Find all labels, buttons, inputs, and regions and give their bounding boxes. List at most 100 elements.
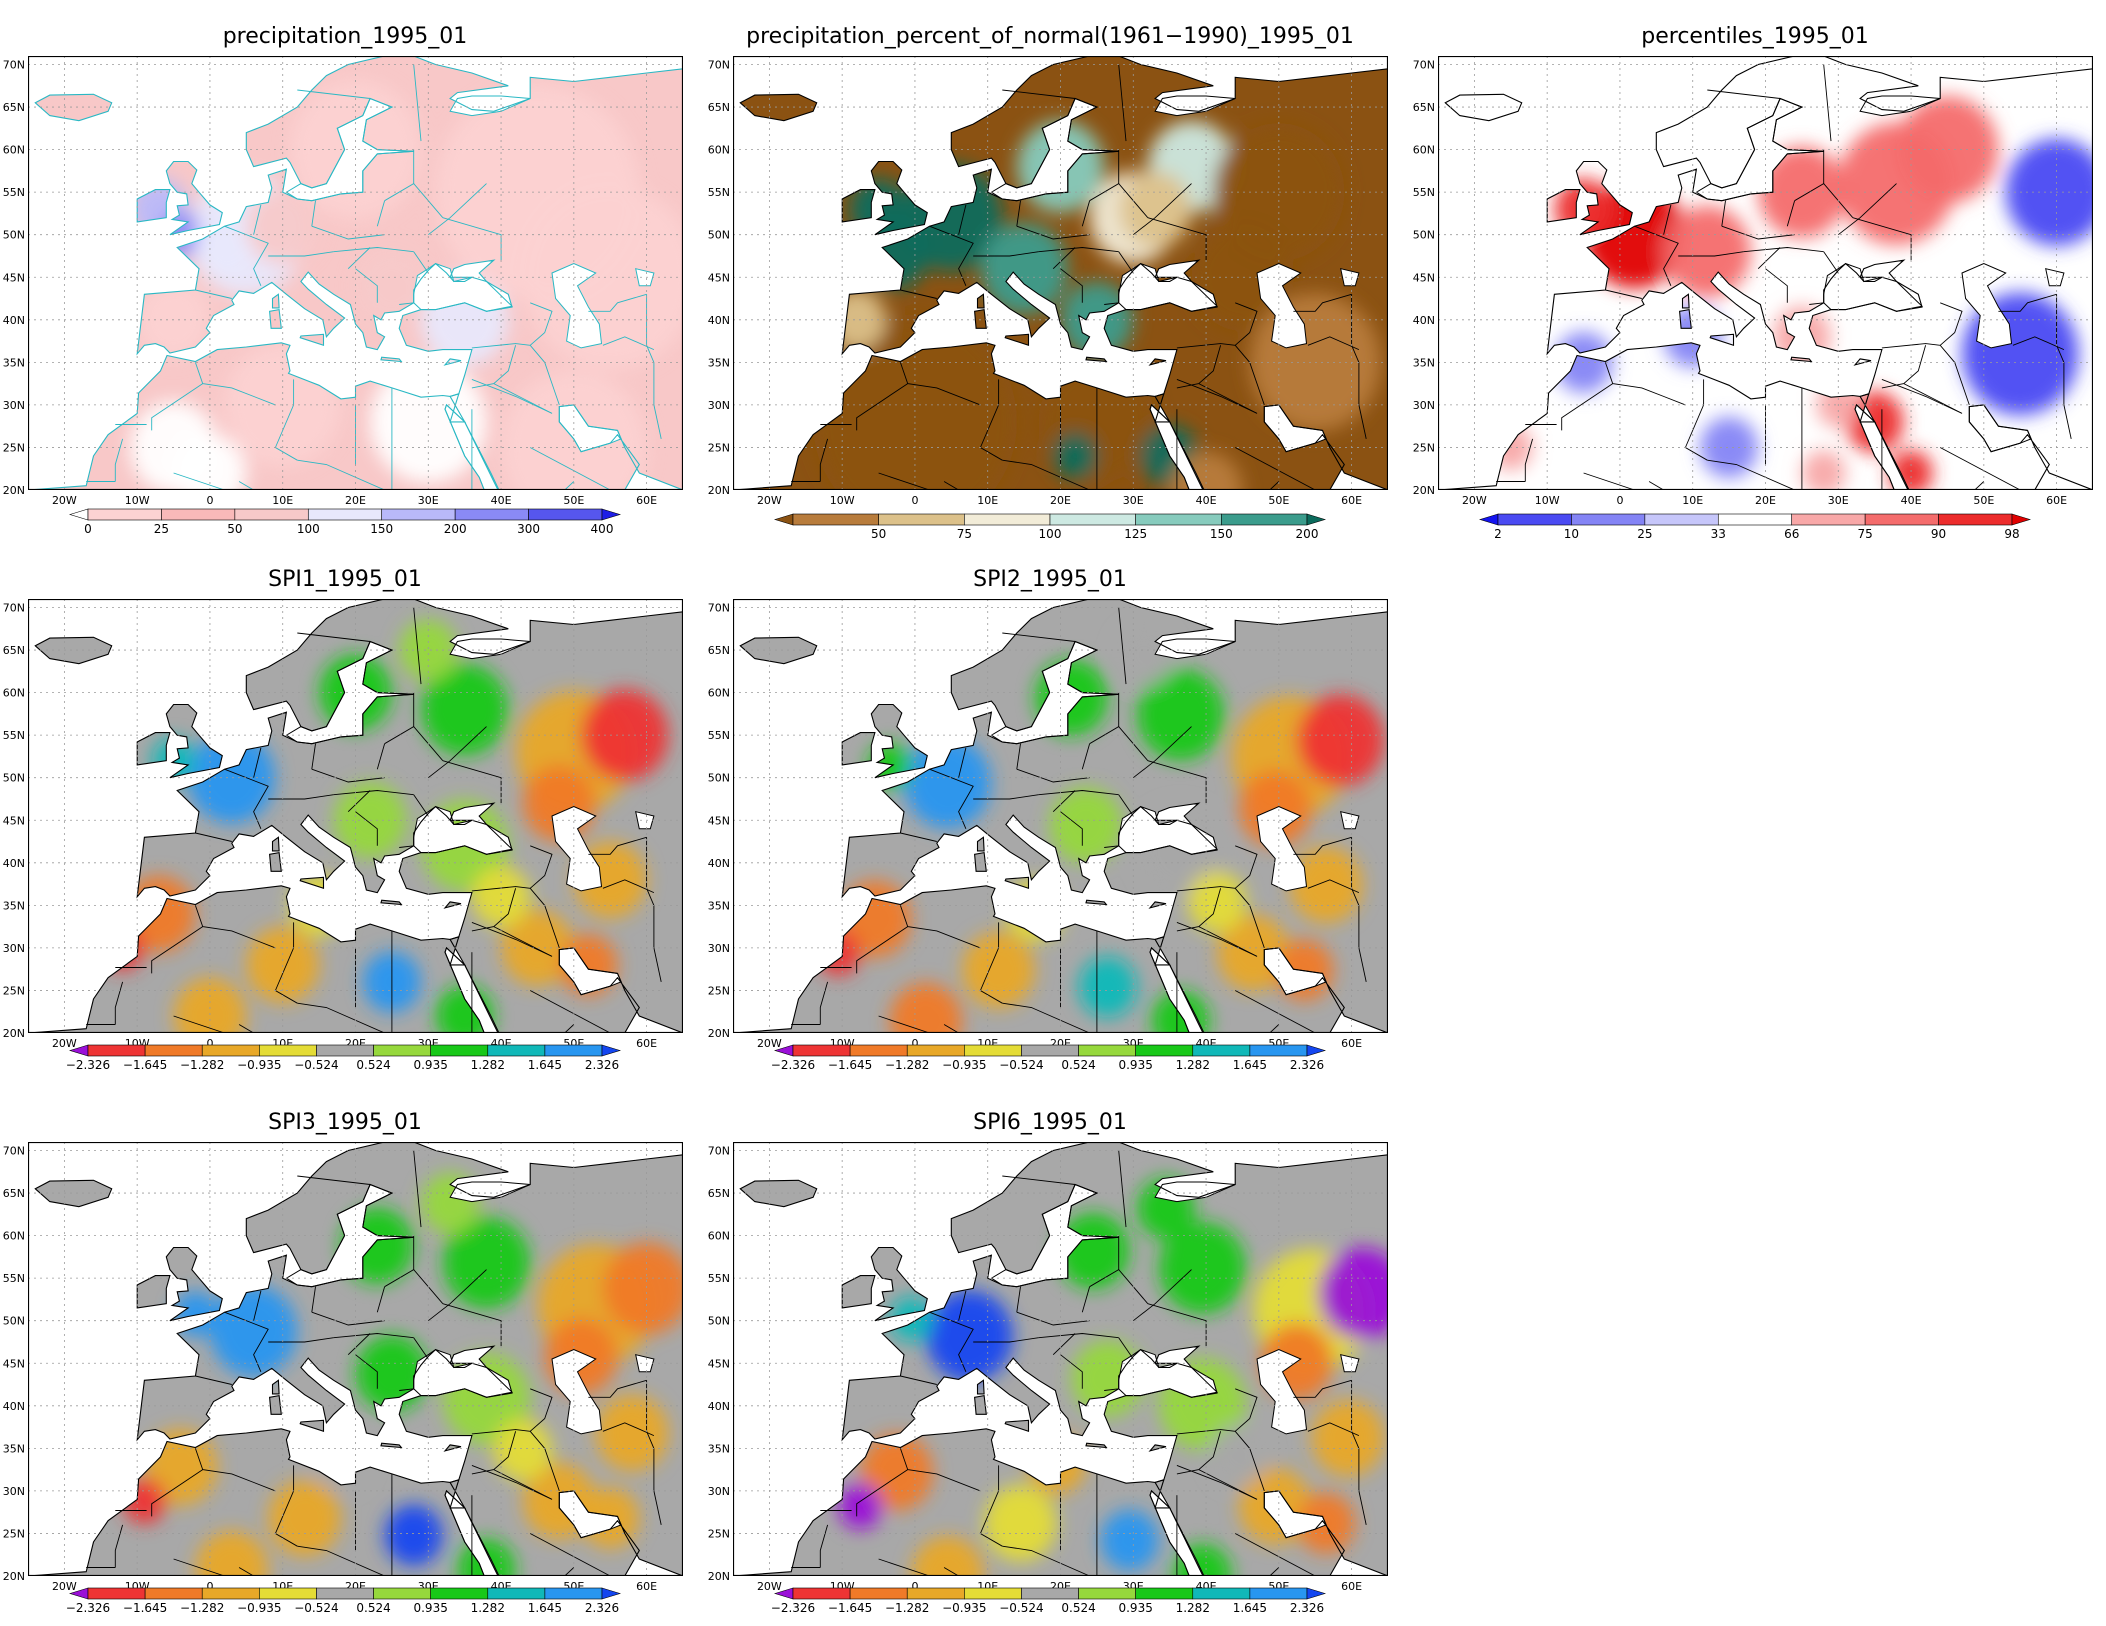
panel-spi3: SPI3_1995_01 70N 65N 60N 55N 50N 45N 40N 35N 30N…: [0, 1086, 690, 1626]
lat-tick-label: 60N: [708, 687, 730, 700]
graticule: [733, 56, 1388, 490]
colorbar-segment: [964, 1044, 1022, 1057]
map-precip: [28, 56, 683, 490]
coastlines: [28, 599, 683, 1033]
lat-tick-label: 50N: [708, 1315, 730, 1328]
colorbar-label: 75: [957, 527, 972, 541]
colorbar-pnormal: 50 75 100 125 150 200: [705, 510, 1395, 548]
colorbar-label: −0.935: [942, 1058, 986, 1072]
colorbar-label: 150: [370, 522, 393, 536]
lat-tick-label: 65N: [3, 644, 25, 657]
colorbar-label: 1.282: [471, 1601, 505, 1615]
colorbar-label: 90: [1931, 527, 1946, 541]
lat-tick-label: 20N: [1413, 484, 1435, 497]
lat-tick-label: 35N: [3, 1442, 25, 1455]
colorbar-segment: [430, 1587, 489, 1600]
map-svg: [28, 56, 683, 490]
lat-tick-label: 70N: [708, 602, 730, 615]
colorbar-segment: [1717, 513, 1793, 526]
map-spi3: [28, 1142, 683, 1576]
lat-tick-label: 60N: [3, 1230, 25, 1243]
panel-title: percentiles_1995_01: [1641, 24, 1869, 49]
lat-tick-label: 50N: [3, 772, 25, 785]
colorbar-segment: [1571, 513, 1646, 526]
lat-tick-label: 30N: [1413, 399, 1435, 412]
lon-tick-label: 20E: [1755, 494, 1776, 507]
lat-tick-label: 45N: [3, 1357, 25, 1370]
colorbar-label: 10: [1564, 527, 1579, 541]
colorbar-segment: [1791, 513, 1866, 526]
colorbar-segment: [487, 1044, 546, 1057]
lat-tick-label: 45N: [3, 271, 25, 284]
map-frame: [28, 56, 683, 490]
lat-tick-label: 55N: [708, 1272, 730, 1285]
lat-tick-label: 35N: [708, 899, 730, 912]
lat-tick-label: 55N: [1413, 186, 1435, 199]
colorbar-label: 75: [1858, 527, 1873, 541]
colorbar-label: −0.524: [999, 1601, 1043, 1615]
colorbar-label: −1.282: [180, 1601, 224, 1615]
colorbar-label: 98: [2004, 527, 2019, 541]
colorbar-segment: [487, 1587, 546, 1600]
lon-tick-label: 20E: [1050, 494, 1071, 507]
colorbar-segment: [201, 1587, 260, 1600]
lat-tick-label: 55N: [708, 729, 730, 742]
country-borders: [791, 607, 1367, 1033]
lat-tick-label: 65N: [708, 101, 730, 114]
colorbar-label: 0.935: [1118, 1601, 1152, 1615]
lon-tick-label: 30E: [1828, 494, 1849, 507]
country-borders: [791, 1150, 1367, 1576]
colorbar-right-triangle: [601, 1044, 622, 1057]
colorbar-label: −0.524: [294, 1058, 338, 1072]
lat-tick-label: 25N: [3, 1527, 25, 1540]
colorbar-svg: −2.326 −1.645 −1.282 −0.935 −0.524 0.524 0.935…: [771, 1044, 1327, 1072]
map-svg: [28, 599, 683, 1033]
map-frame: [28, 599, 683, 1033]
lat-tick-label: 55N: [708, 186, 730, 199]
lat-tick-label: 30N: [708, 942, 730, 955]
colorbar-segment: [878, 513, 965, 526]
colorbar-right-triangle: [2011, 513, 2032, 526]
lat-tick-label: 70N: [708, 1145, 730, 1158]
lon-tick-label: 60E: [2046, 494, 2067, 507]
colorbar-segment: [792, 513, 879, 526]
lat-tick-label: 40N: [708, 1400, 730, 1413]
colorbar-segment: [1021, 1587, 1079, 1600]
map-svg: [28, 1142, 683, 1576]
lat-tick-label: 45N: [708, 271, 730, 284]
colorbar-segment: [1249, 1587, 1308, 1600]
lon-tick-label: 10E: [1682, 494, 1703, 507]
lat-tick-label: 60N: [708, 144, 730, 157]
lat-tick-label: 45N: [1413, 271, 1435, 284]
panel-title: SPI3_1995_01: [268, 1110, 422, 1135]
colorbar-label: −0.935: [942, 1601, 986, 1615]
lon-tick-label: 50E: [1973, 494, 1994, 507]
lon-tick-label: 10E: [977, 494, 998, 507]
colorbar-left-triangle: [773, 1044, 794, 1057]
colorbar-label: 25: [154, 522, 169, 536]
lat-tick-label: 45N: [708, 1357, 730, 1370]
graticule: [28, 599, 683, 1033]
colorbar-segment: [1135, 513, 1222, 526]
colorbar-segment: [201, 1044, 260, 1057]
lat-tick-label: 50N: [1413, 229, 1435, 242]
colorbar-label: 1.282: [471, 1058, 505, 1072]
colorbar-label: 1.282: [1176, 1601, 1210, 1615]
lat-tick-label: 50N: [708, 772, 730, 785]
lat-tick-label: 20N: [708, 1027, 730, 1040]
colorbar-segment: [964, 513, 1051, 526]
lat-tick-label: 25N: [708, 984, 730, 997]
colorbar-label: −1.282: [885, 1601, 929, 1615]
colorbar-segment: [234, 508, 309, 521]
lat-tick-label: 35N: [3, 899, 25, 912]
lat-tick-label: 35N: [3, 356, 25, 369]
colorbar-segment: [373, 1587, 431, 1600]
colorbar-label: 1.645: [528, 1058, 562, 1072]
colorbar-left-triangle: [68, 1587, 89, 1600]
lat-tick-label: 40N: [3, 857, 25, 870]
lat-tick-label: 65N: [708, 644, 730, 657]
lon-tick-label: 10W: [830, 494, 855, 507]
colorbar-label: 2: [1494, 527, 1502, 541]
colorbar-label: 25: [1637, 527, 1652, 541]
lat-tick-label: 55N: [3, 186, 25, 199]
